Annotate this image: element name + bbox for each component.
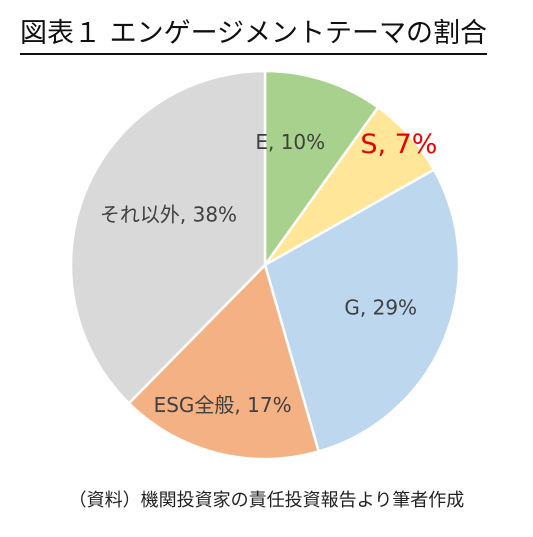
data-label-3: G, 29% — [344, 296, 417, 320]
source-note: （資料）機関投資家の責任投資報告より筆者作成 — [68, 490, 465, 511]
data-label-4: ESG全般, 17% — [154, 393, 292, 417]
pie-slice-4 — [127, 262, 321, 461]
data-label-2: S, 7% — [360, 129, 437, 160]
pie-slice-5 — [69, 69, 267, 406]
chart-title: 図表１ エンゲージメントテーマの割合 — [20, 16, 488, 55]
pie-slice-1 — [263, 69, 380, 269]
pie-slice-3 — [263, 168, 461, 453]
pie-labels: E, 10% S, 7% G, 29% ESG全般, 17% それ以外, 38% — [100, 129, 438, 417]
data-label-5: それ以外, 38% — [100, 202, 237, 226]
pie-slices — [69, 69, 461, 461]
data-label-1: E, 10% — [255, 130, 325, 154]
